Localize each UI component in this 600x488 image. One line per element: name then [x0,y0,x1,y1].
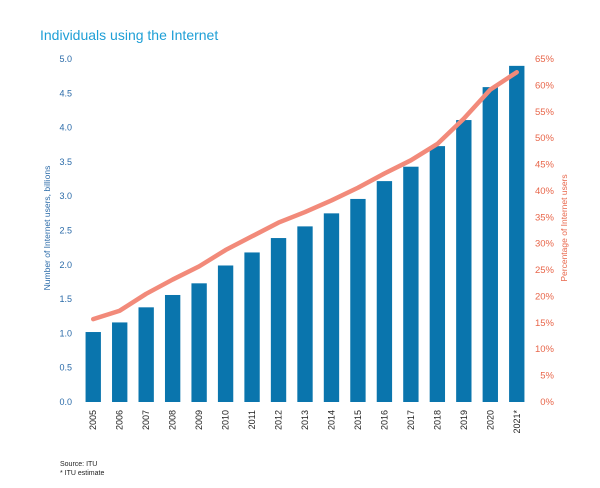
x-tick-label: 2008 [168,410,178,430]
bar-series [85,65,525,403]
bar [164,294,181,402]
left-tick-label: 4.5 [59,88,72,98]
left-tick-label: 3.5 [59,157,72,167]
x-tick-label: 2011 [247,410,257,429]
x-tick-label: 2020 [485,410,495,430]
x-tick-label: 2010 [221,410,231,430]
right-axis-ticks: 0% 5% 10% 15% 20% 25% 30% 35% 40% 45% 50% 55% 60% 65% [535,54,555,408]
source-note: Source: ITU [60,461,98,468]
x-tick-label: 2019 [459,410,469,430]
left-axis-ticks: 0.0 0.5 1.0 1.5 2.0 2.5 3.0 3.5 4.0 4.5 5.0 [59,54,72,407]
right-tick-label: 0% [540,397,554,408]
bar [191,283,207,402]
bar [482,87,498,402]
line-series [90,69,520,322]
bar [112,322,128,402]
x-tick-label: 2009 [194,410,204,430]
x-tick-label: 2018 [432,410,442,430]
x-tick-label: 2012 [274,410,284,430]
right-tick-label: 45% [535,160,555,171]
right-tick-label: 20% [535,291,555,302]
left-tick-label: 5.0 [59,54,72,64]
x-axis-ticks: 2005 2006 2007 2008 2009 2010 2011 2012 2013 2014… [88,410,522,434]
bar [138,307,154,402]
bar [244,252,260,402]
right-axis-label: Percentage of Internet users [559,174,569,281]
right-tick-label: 40% [535,186,555,197]
right-tick-label: 15% [535,318,555,329]
left-tick-label: 1.5 [59,294,72,304]
x-tick-label: 2005 [88,410,98,430]
bar [376,181,393,402]
right-tick-label: 55% [535,107,555,118]
right-tick-label: 65% [535,54,555,65]
right-tick-label: 25% [535,265,555,276]
x-tick-label: 2013 [300,410,310,430]
right-tick-label: 35% [535,212,555,223]
bar [270,238,287,402]
x-tick-label: 2014 [326,410,336,430]
bar [350,198,366,402]
bar [456,120,472,402]
x-tick-label: 2007 [141,410,151,430]
left-tick-label: 0.0 [59,397,72,407]
bar [509,65,525,403]
left-tick-label: 1.0 [59,328,72,338]
bar [323,213,340,402]
chart-notes: Source: ITU * ITU estimate [60,460,104,478]
bar [429,146,446,402]
left-tick-label: 2.0 [59,260,72,270]
bar [85,332,101,402]
chart-title: Individuals using the Internet [40,27,219,43]
right-tick-label: 50% [535,133,555,144]
left-tick-label: 3.0 [59,191,72,201]
x-tick-label: 2021* [512,410,522,434]
x-tick-label: 2015 [353,410,363,430]
right-tick-label: 30% [535,239,555,250]
x-tick-label: 2006 [115,410,125,430]
x-tick-label: 2017 [406,410,416,430]
left-tick-label: 0.5 [59,363,72,373]
right-tick-label: 60% [535,80,555,91]
left-tick-label: 2.5 [59,226,72,236]
x-tick-label: 2016 [379,410,389,430]
left-axis-label: Number of Internet users, billions [42,166,52,291]
right-tick-label: 10% [535,344,555,355]
bar [403,166,419,402]
bar [217,265,234,402]
bar [297,226,313,402]
estimate-footnote: * ITU estimate [60,470,105,477]
right-tick-label: 5% [540,371,554,382]
left-tick-label: 4.0 [59,123,72,133]
